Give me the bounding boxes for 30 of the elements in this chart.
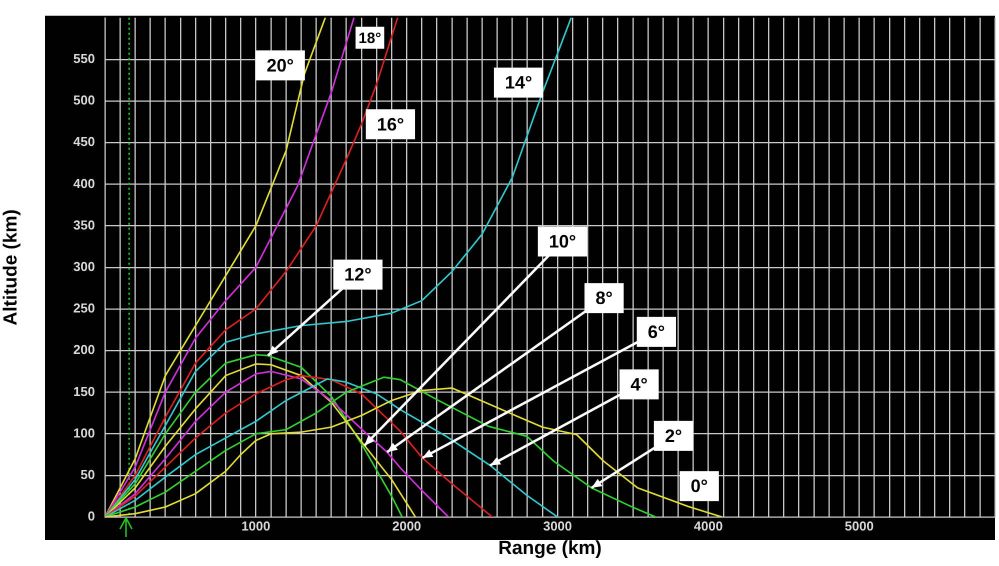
x-tick-label: 5000 [844, 518, 874, 534]
y-tick-label: 550 [73, 50, 95, 66]
x-tick-label: 3000 [543, 518, 572, 534]
y-tick-label: 50 [80, 466, 95, 482]
x-tick-label: 1000 [241, 518, 270, 534]
y-tick-label: 250 [73, 300, 95, 316]
y-tick-label: 400 [73, 176, 95, 191]
series-label: 16° [376, 114, 404, 134]
y-tick-label: 150 [73, 384, 95, 399]
series-label: 18° [358, 30, 382, 47]
series-label: 14° [504, 72, 532, 93]
y-axis-title: Altitude (km) [0, 209, 22, 326]
text: 10° [548, 231, 576, 252]
text: 12° [344, 264, 372, 285]
series-label: 20° [266, 55, 294, 76]
text: 2° [664, 426, 682, 446]
y-tick-label: 350 [73, 217, 95, 232]
x-axis-title: Range (km) [498, 538, 602, 559]
text: 6° [648, 322, 665, 342]
y-tick-label: 300 [73, 258, 95, 274]
y-tick-label: 450 [73, 134, 95, 150]
text: 4° [630, 374, 648, 394]
y-tick-label: 100 [73, 425, 95, 440]
series-label: 0° [690, 476, 708, 496]
y-tick-label: 500 [73, 92, 95, 108]
y-tick-label: 200 [73, 342, 95, 358]
x-tick-label: 2000 [392, 518, 422, 534]
text: 8° [595, 288, 613, 308]
y-tick-label: 0 [88, 508, 95, 524]
x-tick-label: 4000 [694, 518, 723, 534]
